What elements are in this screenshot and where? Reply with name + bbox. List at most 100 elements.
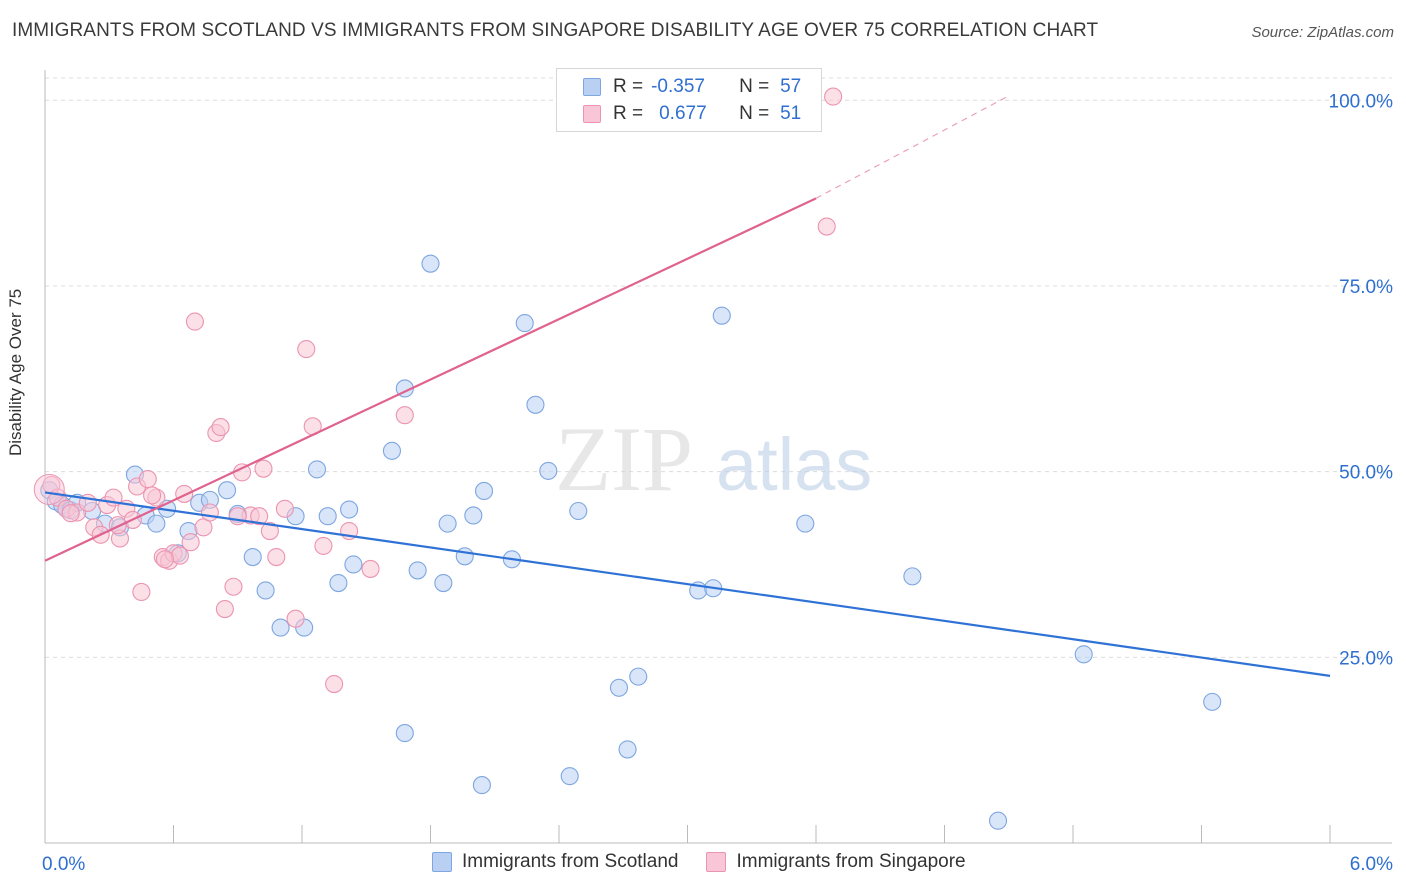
legend-item-scotland[interactable]: Immigrants from Scotland bbox=[432, 851, 678, 873]
data-point-cluster bbox=[33, 473, 65, 505]
y-tick-label: 25.0% bbox=[1339, 648, 1393, 669]
legend-row-scotland: R = -0.357 N = 57 bbox=[557, 74, 801, 100]
data-point-blue bbox=[421, 254, 440, 273]
legend-swatch-pink bbox=[706, 852, 727, 872]
data-point-pink bbox=[817, 217, 836, 236]
data-point-blue bbox=[256, 581, 275, 600]
data-point-pink bbox=[200, 503, 219, 522]
data-point-blue bbox=[329, 573, 348, 593]
data-point-pink bbox=[325, 675, 344, 694]
series-pink bbox=[42, 87, 843, 694]
data-point-pink bbox=[138, 470, 157, 489]
data-point-pink bbox=[824, 87, 843, 106]
watermark-atlas: atlas bbox=[716, 423, 872, 506]
legend-swatch-blue bbox=[583, 78, 601, 96]
x-tick-label-min: 0.0% bbox=[42, 854, 85, 875]
data-point-blue bbox=[438, 514, 457, 533]
data-point-blue bbox=[307, 460, 327, 479]
watermark-zip: ZIP bbox=[555, 408, 693, 510]
legend-n-label: N = bbox=[739, 76, 770, 97]
data-point-pink bbox=[143, 486, 162, 505]
legend-swatch-pink bbox=[583, 105, 601, 123]
data-point-pink bbox=[132, 582, 151, 602]
legend-r-label: R = bbox=[613, 103, 644, 124]
data-point-pink bbox=[260, 522, 279, 541]
data-point-blue bbox=[1203, 692, 1222, 711]
y-axis-label: Disability Age Over 75 bbox=[6, 288, 25, 456]
data-point-pink bbox=[215, 599, 234, 619]
data-point-blue bbox=[464, 506, 483, 525]
data-point-blue bbox=[382, 441, 402, 460]
data-point-pink bbox=[297, 340, 316, 359]
data-point-blue bbox=[434, 573, 453, 593]
legend-row-singapore: R = 0.677 N = 51 bbox=[557, 101, 801, 127]
data-point-blue bbox=[408, 561, 427, 580]
y-tick-label: 75.0% bbox=[1339, 277, 1393, 298]
data-point-blue bbox=[515, 314, 534, 333]
legend-n-value: 51 bbox=[780, 103, 802, 124]
y-tick-label: 50.0% bbox=[1339, 463, 1393, 484]
data-point-pink bbox=[267, 548, 286, 567]
data-point-blue bbox=[395, 724, 414, 743]
series-legend: Immigrants from Scotland Immigrants from… bbox=[432, 851, 994, 873]
data-point-pink bbox=[181, 533, 200, 552]
axes bbox=[44, 70, 1392, 844]
grid-lines bbox=[45, 77, 1392, 658]
data-point-blue bbox=[796, 514, 815, 533]
chart-title: IMMIGRANTS FROM SCOTLAND VS IMMIGRANTS F… bbox=[12, 20, 1099, 41]
legend-r-label: R = bbox=[613, 76, 644, 97]
data-point-pink bbox=[61, 504, 80, 523]
data-point-blue bbox=[618, 740, 637, 759]
data-point-pink bbox=[275, 499, 294, 518]
data-point-blue bbox=[609, 678, 629, 697]
trend-line-extension-pink bbox=[815, 95, 1010, 199]
data-point-blue bbox=[988, 811, 1008, 830]
legend-n-label: N = bbox=[739, 103, 770, 124]
data-point-blue bbox=[217, 481, 237, 500]
legend-r-value: -0.357 bbox=[651, 76, 705, 97]
data-point-pink bbox=[314, 536, 333, 555]
data-point-pink bbox=[224, 577, 243, 596]
data-point-blue bbox=[526, 395, 545, 414]
source-label: Source: ZipAtlas.com bbox=[1251, 24, 1394, 41]
data-point-blue bbox=[243, 548, 262, 567]
data-point-pink bbox=[228, 507, 247, 526]
x-tick-label-max: 6.0% bbox=[1350, 854, 1393, 875]
legend-swatch-blue bbox=[432, 852, 452, 872]
legend-r-value: 0.677 bbox=[659, 103, 707, 124]
legend-label-scotland: Immigrants from Scotland bbox=[462, 851, 679, 872]
data-point-pink bbox=[254, 459, 273, 478]
data-point-blue bbox=[147, 514, 166, 533]
data-point-pink bbox=[175, 484, 194, 503]
data-point-pink bbox=[286, 609, 305, 628]
data-point-blue bbox=[271, 618, 290, 637]
series-blue bbox=[40, 254, 1222, 830]
data-point-pink bbox=[250, 507, 269, 526]
data-point-pink bbox=[185, 312, 204, 331]
y-tick-label: 100.0% bbox=[1329, 91, 1394, 112]
data-point-blue bbox=[344, 555, 363, 574]
data-point-blue bbox=[340, 500, 359, 519]
legend-item-singapore[interactable]: Immigrants from Singapore bbox=[706, 851, 966, 873]
data-point-blue bbox=[569, 501, 588, 521]
data-point-blue bbox=[712, 306, 731, 325]
data-point-blue bbox=[560, 767, 579, 786]
data-point-blue bbox=[629, 667, 648, 686]
data-point-blue bbox=[474, 481, 494, 501]
data-point-pink bbox=[155, 550, 174, 569]
legend-label-singapore: Immigrants from Singapore bbox=[736, 851, 966, 872]
data-point-pink bbox=[361, 559, 380, 578]
data-point-pink bbox=[108, 516, 127, 535]
data-point-blue bbox=[1074, 645, 1093, 664]
data-point-blue bbox=[455, 547, 474, 566]
correlation-legend: R = -0.357 N = 57 R = 0.677 N = 51 bbox=[556, 68, 822, 132]
data-point-pink bbox=[211, 418, 230, 437]
data-point-blue bbox=[472, 776, 491, 795]
data-point-pink bbox=[395, 406, 414, 425]
trend-line-blue bbox=[44, 491, 1331, 677]
trend-line-pink bbox=[44, 197, 817, 562]
legend-n-value: 57 bbox=[780, 76, 802, 97]
data-point-blue bbox=[539, 461, 558, 480]
data-point-blue bbox=[318, 507, 337, 526]
